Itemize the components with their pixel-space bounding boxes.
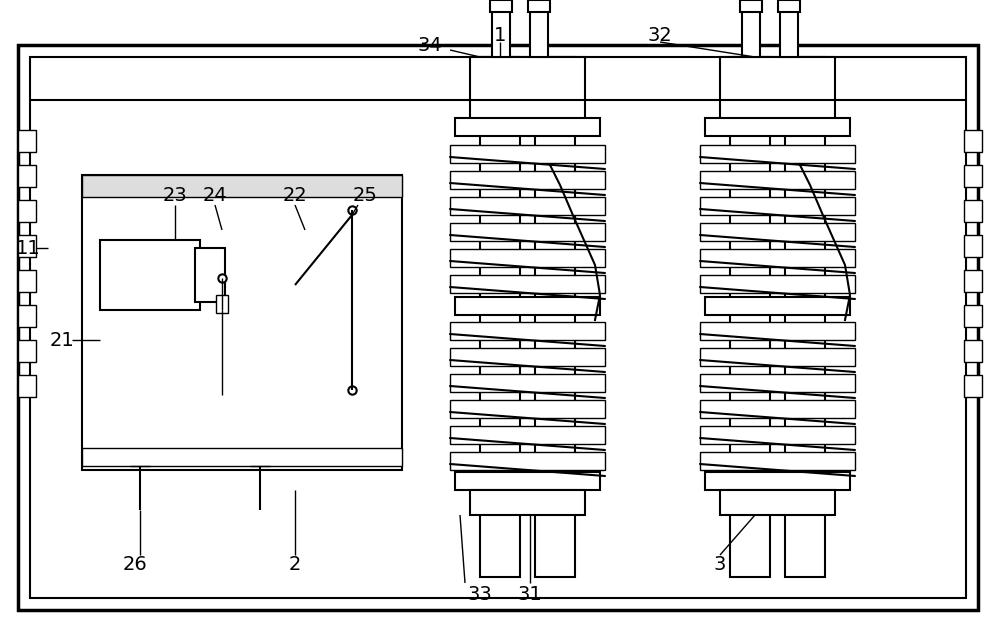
Text: 31: 31 [518, 585, 542, 604]
Bar [700, 348, 855, 366]
Bar [450, 452, 605, 470]
Bar [480, 57, 520, 577]
Bar [964, 165, 982, 187]
Bar [720, 57, 835, 122]
Bar [785, 57, 825, 577]
Bar [450, 171, 605, 189]
Bar [535, 57, 575, 577]
Bar [780, 0, 798, 57]
Bar [964, 270, 982, 292]
Bar [700, 400, 855, 418]
Bar [82, 175, 402, 470]
Bar [82, 175, 402, 197]
Bar [700, 249, 855, 267]
Bar [450, 322, 605, 340]
Text: 33: 33 [468, 585, 492, 604]
Bar [82, 448, 402, 466]
Bar [778, 0, 800, 12]
Text: 2: 2 [289, 555, 301, 574]
Text: 3: 3 [714, 555, 726, 574]
Bar [18, 200, 36, 222]
Bar [455, 297, 600, 315]
Bar [470, 490, 585, 515]
Text: 22: 22 [283, 185, 307, 204]
Bar [964, 375, 982, 397]
Bar [450, 426, 605, 444]
Text: 26: 26 [123, 555, 147, 574]
Bar [700, 426, 855, 444]
Bar [18, 375, 36, 397]
Bar [450, 275, 605, 293]
Bar [964, 305, 982, 327]
Bar [700, 275, 855, 293]
Bar [700, 145, 855, 163]
Bar [18, 130, 36, 152]
Bar [450, 348, 605, 366]
Bar [18, 235, 36, 257]
Bar [450, 400, 605, 418]
Bar [964, 340, 982, 362]
Text: 32: 32 [648, 26, 672, 45]
Text: 23: 23 [163, 185, 187, 204]
Bar [742, 0, 760, 57]
Bar [740, 0, 762, 12]
Bar [450, 223, 605, 241]
Bar [528, 0, 550, 12]
Text: 21: 21 [50, 330, 74, 350]
Bar [964, 235, 982, 257]
Bar [705, 118, 850, 136]
Bar [705, 297, 850, 315]
Text: 34: 34 [418, 36, 442, 54]
Bar [964, 200, 982, 222]
Bar [455, 118, 600, 136]
Bar [450, 249, 605, 267]
Bar [530, 0, 548, 57]
Bar [18, 340, 36, 362]
Bar [18, 305, 36, 327]
Bar [18, 270, 36, 292]
Bar [470, 57, 585, 122]
Bar [30, 57, 966, 598]
Bar [18, 45, 978, 610]
Bar [720, 490, 835, 515]
Text: 1: 1 [494, 26, 506, 45]
Bar [450, 145, 605, 163]
Bar [700, 223, 855, 241]
Text: 24: 24 [203, 185, 227, 204]
Bar [964, 130, 982, 152]
Bar [730, 57, 770, 577]
Text: 11: 11 [16, 238, 40, 258]
Bar [700, 171, 855, 189]
Bar [490, 0, 512, 12]
Bar [216, 295, 228, 313]
Bar [195, 248, 225, 302]
Bar [700, 374, 855, 392]
Bar [705, 472, 850, 490]
Bar [700, 452, 855, 470]
Bar [450, 197, 605, 215]
Bar [455, 472, 600, 490]
Bar [700, 322, 855, 340]
Bar [18, 165, 36, 187]
Text: 25: 25 [353, 185, 377, 204]
Bar [700, 197, 855, 215]
Bar [450, 374, 605, 392]
Bar [492, 0, 510, 57]
Bar [100, 240, 200, 310]
